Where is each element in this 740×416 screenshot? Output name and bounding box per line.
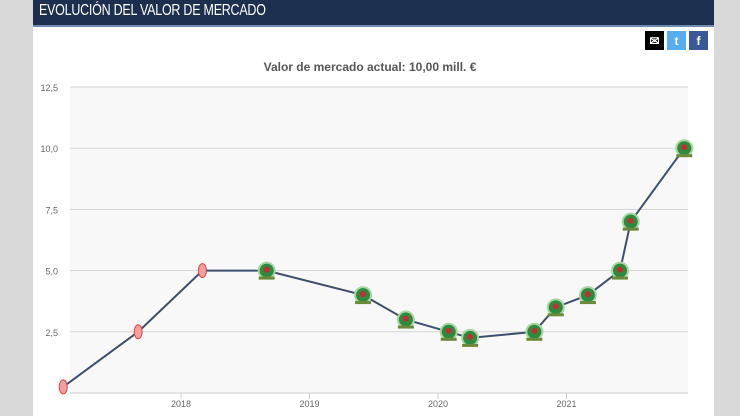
email-share-button[interactable]: ✉ [645, 31, 664, 50]
facebook-icon: f [696, 33, 701, 48]
rose-icon [681, 144, 688, 151]
nottingham-crest-marker [133, 324, 143, 340]
rose-icon [531, 327, 538, 334]
rose-icon [552, 303, 559, 310]
crest-banner [355, 301, 372, 305]
twitter-share-button[interactable]: t [667, 31, 686, 50]
y-tick-label: 7,5 [45, 205, 58, 215]
rose-icon [627, 217, 634, 224]
crest-banner [462, 343, 479, 347]
rose-icon [360, 291, 367, 298]
crest-banner [579, 301, 596, 305]
x-tick-label: 2020 [428, 399, 448, 409]
rose-icon [402, 315, 409, 322]
rose-icon [467, 333, 474, 340]
crest-banner [397, 325, 414, 329]
crest-banner [526, 337, 543, 341]
crest-banner [676, 154, 693, 158]
section-title: EVOLUCIÓN DEL VALOR DE MERCADO [39, 2, 266, 19]
crest-banner [547, 313, 564, 317]
section-header: EVOLUCIÓN DEL VALOR DE MERCADO [33, 0, 714, 27]
facebook-share-button[interactable]: f [689, 31, 708, 50]
y-tick-label: 2,5 [45, 328, 58, 338]
x-tick-label: 2018 [171, 399, 191, 409]
crest-banner [258, 276, 275, 280]
rose-icon [584, 291, 591, 298]
rose-icon [617, 266, 624, 273]
crest-banner [622, 227, 639, 231]
y-tick-label: 10,0 [40, 144, 58, 154]
rose-icon [445, 327, 452, 334]
nottingham-crest-marker [197, 263, 207, 279]
chart-title: Valor de mercado actual: 10,00 mill. € [263, 60, 477, 74]
crest-banner [612, 276, 629, 280]
y-tick-label: 12,5 [40, 83, 58, 93]
envelope-icon: ✉ [649, 33, 660, 48]
y-tick-label: 5,0 [45, 267, 58, 277]
rose-icon [263, 266, 270, 273]
x-tick-label: 2019 [299, 399, 319, 409]
nottingham-crest-marker [58, 379, 68, 395]
crest-banner [440, 337, 457, 341]
twitter-icon: t [674, 33, 679, 48]
plot-area [70, 87, 688, 393]
x-tick-label: 2021 [556, 399, 576, 409]
